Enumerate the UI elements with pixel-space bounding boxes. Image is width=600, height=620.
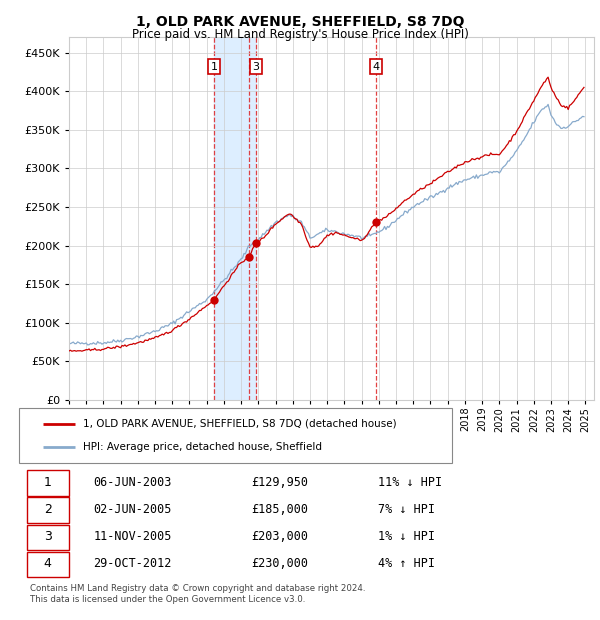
FancyBboxPatch shape (19, 408, 452, 463)
Text: 1, OLD PARK AVENUE, SHEFFIELD, S8 7DQ (detached house): 1, OLD PARK AVENUE, SHEFFIELD, S8 7DQ (d… (83, 419, 397, 429)
Text: £129,950: £129,950 (251, 476, 308, 489)
Text: 1, OLD PARK AVENUE, SHEFFIELD, S8 7DQ: 1, OLD PARK AVENUE, SHEFFIELD, S8 7DQ (136, 16, 464, 30)
Text: 02-JUN-2005: 02-JUN-2005 (94, 503, 172, 516)
Text: £185,000: £185,000 (251, 503, 308, 516)
Text: 2: 2 (44, 503, 52, 516)
Text: 06-JUN-2003: 06-JUN-2003 (94, 476, 172, 489)
Text: £203,000: £203,000 (251, 530, 308, 543)
Text: 7% ↓ HPI: 7% ↓ HPI (378, 503, 435, 516)
Text: 3: 3 (253, 61, 260, 71)
Text: 11% ↓ HPI: 11% ↓ HPI (378, 476, 442, 489)
FancyBboxPatch shape (27, 552, 68, 577)
FancyBboxPatch shape (27, 497, 68, 523)
Text: £230,000: £230,000 (251, 557, 308, 570)
Text: This data is licensed under the Open Government Licence v3.0.: This data is licensed under the Open Gov… (30, 595, 305, 604)
Text: 1: 1 (211, 61, 218, 71)
FancyBboxPatch shape (27, 525, 68, 550)
Text: 4: 4 (44, 557, 52, 570)
Text: 29-OCT-2012: 29-OCT-2012 (94, 557, 172, 570)
Text: HPI: Average price, detached house, Sheffield: HPI: Average price, detached house, Shef… (83, 442, 322, 452)
Bar (214, 37, 256, 400)
Text: 1: 1 (44, 476, 52, 489)
FancyBboxPatch shape (27, 470, 68, 496)
Text: 3: 3 (44, 530, 52, 543)
Text: 4% ↑ HPI: 4% ↑ HPI (378, 557, 435, 570)
Text: 1% ↓ HPI: 1% ↓ HPI (378, 530, 435, 543)
Text: Contains HM Land Registry data © Crown copyright and database right 2024.: Contains HM Land Registry data © Crown c… (30, 584, 365, 593)
Text: 11-NOV-2005: 11-NOV-2005 (94, 530, 172, 543)
Text: 4: 4 (373, 61, 379, 71)
Text: Price paid vs. HM Land Registry's House Price Index (HPI): Price paid vs. HM Land Registry's House … (131, 28, 469, 41)
